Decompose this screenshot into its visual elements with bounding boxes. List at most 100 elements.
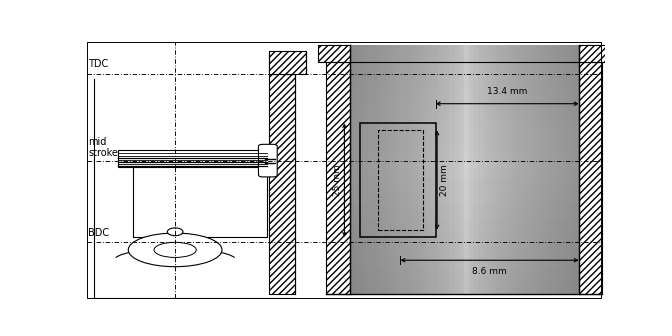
Text: mid
stroke: mid stroke [88, 137, 118, 158]
Bar [326, 261, 602, 269]
Bar [326, 95, 602, 103]
Bar [326, 103, 602, 112]
Text: 20 mm: 20 mm [439, 164, 449, 196]
Text: TDC: TDC [88, 59, 108, 69]
Bar [584, 45, 589, 294]
Bar [529, 45, 534, 294]
Bar [326, 286, 602, 294]
Bar [501, 45, 506, 294]
Bar [395, 45, 401, 294]
Circle shape [167, 228, 183, 236]
Bar [326, 79, 602, 87]
Bar [326, 45, 349, 294]
Bar [345, 45, 349, 294]
Bar [326, 136, 602, 145]
Bar [497, 45, 501, 294]
Bar [326, 178, 602, 186]
Bar [118, 150, 267, 167]
Bar [418, 45, 423, 294]
Bar [423, 45, 428, 294]
Bar [326, 227, 602, 236]
Bar [340, 45, 345, 294]
Bar [432, 45, 437, 294]
Bar [326, 211, 602, 219]
Bar [405, 45, 409, 294]
Bar [326, 153, 602, 161]
Bar [547, 45, 552, 294]
Bar [515, 45, 520, 294]
Bar [575, 45, 580, 294]
Bar [492, 45, 497, 294]
Bar [326, 112, 602, 120]
Bar [413, 45, 419, 294]
Bar [326, 244, 602, 252]
Bar [326, 195, 602, 203]
Bar [442, 45, 446, 294]
Bar [326, 70, 602, 79]
Bar [382, 45, 386, 294]
Bar [326, 128, 602, 136]
Bar [326, 219, 602, 227]
Bar [326, 203, 602, 211]
Text: 8.6 mm: 8.6 mm [472, 267, 507, 276]
Bar [368, 45, 373, 294]
Bar [326, 236, 602, 244]
Bar [409, 45, 414, 294]
Bar [400, 45, 405, 294]
Bar [427, 45, 433, 294]
Bar [437, 45, 442, 294]
Text: BDC: BDC [88, 228, 110, 238]
Bar [326, 252, 602, 261]
Bar [326, 145, 602, 153]
Bar [552, 45, 556, 294]
Bar [464, 45, 469, 294]
Bar [326, 54, 602, 62]
Bar [326, 277, 602, 286]
Bar [326, 120, 602, 128]
Bar [326, 45, 331, 294]
Bar [487, 45, 493, 294]
Bar [579, 45, 610, 62]
Bar [505, 45, 511, 294]
Bar [565, 45, 571, 294]
Bar [363, 45, 368, 294]
Bar [469, 45, 474, 294]
Bar [542, 45, 548, 294]
Bar [538, 45, 543, 294]
Bar [579, 45, 585, 294]
Bar [358, 45, 364, 294]
Text: 13.4 mm: 13.4 mm [487, 87, 528, 96]
Bar [377, 45, 382, 294]
Bar [510, 45, 515, 294]
Bar [269, 51, 306, 74]
Bar [455, 45, 460, 294]
Bar [482, 45, 488, 294]
Bar [519, 45, 525, 294]
Bar [326, 269, 602, 277]
FancyBboxPatch shape [259, 144, 278, 177]
Bar [319, 45, 349, 62]
Bar [326, 170, 602, 178]
Ellipse shape [154, 242, 196, 257]
Bar [390, 45, 396, 294]
Bar [473, 45, 478, 294]
Text: Quartz
Window: Quartz Window [204, 185, 245, 206]
Bar [353, 45, 359, 294]
Bar [556, 45, 561, 294]
Bar [326, 45, 602, 54]
Bar [326, 87, 602, 95]
Bar [589, 45, 593, 294]
Bar [593, 45, 598, 294]
Bar [446, 45, 451, 294]
Bar [386, 45, 391, 294]
Bar [372, 45, 377, 294]
Bar [360, 123, 435, 237]
Bar [570, 45, 575, 294]
Bar [331, 45, 336, 294]
Bar [134, 167, 267, 237]
Bar [460, 45, 465, 294]
Bar [597, 45, 603, 294]
Bar [326, 186, 602, 195]
Bar [450, 45, 456, 294]
Bar [378, 130, 423, 230]
